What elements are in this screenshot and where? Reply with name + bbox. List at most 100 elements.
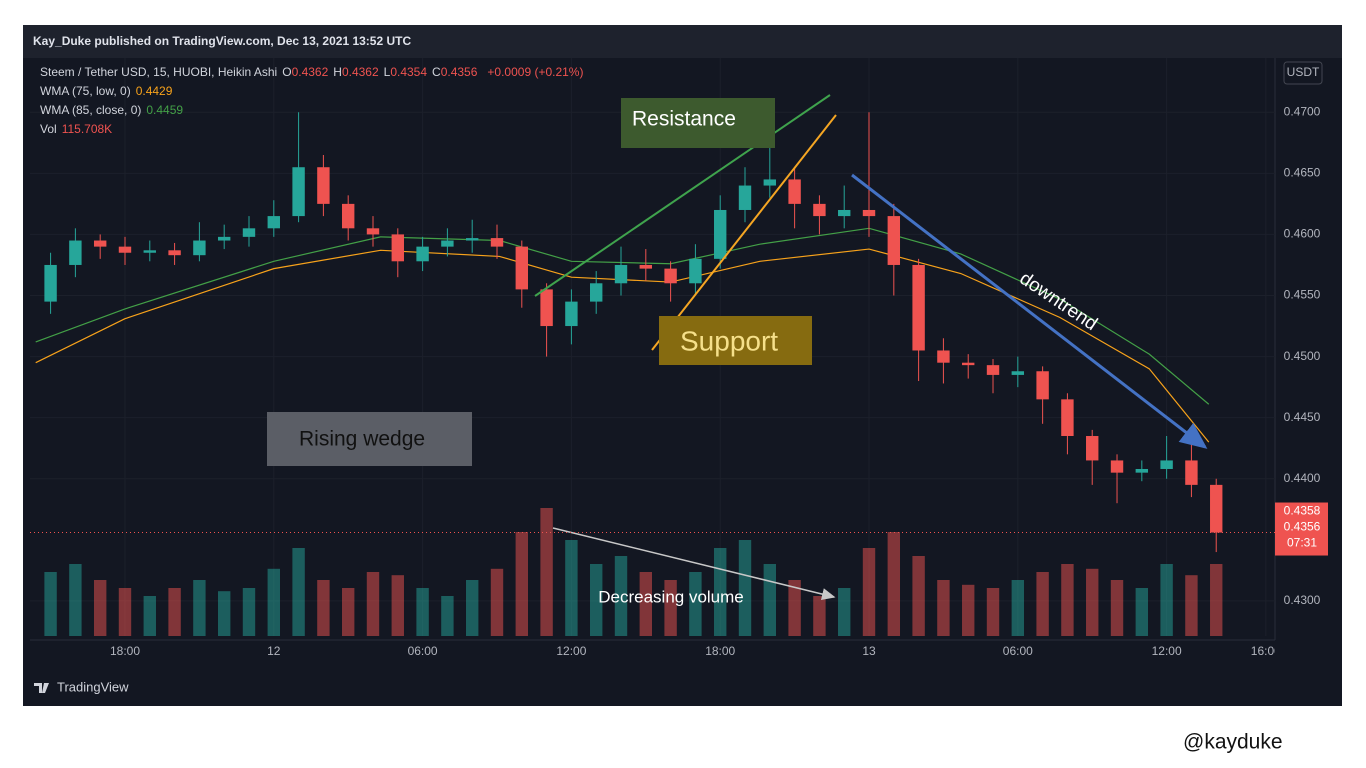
ohlc-key: H	[333, 65, 342, 79]
indicator-value: 0.4429	[135, 84, 173, 98]
support-box	[659, 316, 812, 365]
candle-body	[69, 240, 82, 265]
volume-bar	[1160, 564, 1173, 636]
y-tick-label: 0.4500	[1284, 349, 1321, 363]
volume-bar	[441, 596, 454, 636]
y-tick-label: 0.4650	[1284, 166, 1321, 180]
candle-body	[490, 238, 504, 247]
candle-body	[317, 167, 330, 204]
resistance-box	[621, 98, 775, 148]
volume-bar	[763, 564, 777, 636]
ohlc-item: C0.4356	[432, 65, 477, 79]
volume-bar	[1110, 580, 1124, 636]
currency-box[interactable]	[1283, 61, 1323, 85]
volume-bar	[838, 588, 851, 636]
volume-bar	[317, 580, 330, 636]
candle-body	[1036, 371, 1049, 400]
candle-body	[292, 167, 305, 217]
indicator-row: WMA (75, low, 0) 0.4429	[40, 84, 177, 98]
volume-bar	[391, 575, 404, 636]
x-tick-label: 12	[267, 644, 281, 658]
ohlc-value: 0.4354	[390, 65, 428, 79]
x-tick-label: 12:00	[1152, 644, 1182, 658]
symbol: Steem / Tether USD, 15, HUOBI, Heikin As…	[40, 65, 278, 79]
candle-body	[937, 350, 950, 363]
x-tick-label: 06:00	[408, 644, 438, 658]
candle-body	[763, 179, 777, 186]
candle-body	[714, 209, 727, 259]
ohlc-value: 0.4362	[291, 65, 329, 79]
volume-bar	[341, 588, 355, 636]
candle-body	[242, 228, 256, 237]
x-tick-label: 18:00	[110, 644, 140, 658]
legend-main: Steem / Tether USD, 15, HUOBI, Heikin As…	[40, 65, 588, 79]
volume-bar	[664, 580, 677, 636]
volume-bar	[465, 580, 479, 636]
volume-bar	[143, 596, 156, 636]
ohlc-value: 0.4356	[440, 65, 478, 79]
volume-bar	[962, 584, 975, 636]
volume-bar	[565, 540, 578, 636]
volume-bar	[267, 568, 280, 636]
volume-bar	[93, 580, 107, 636]
y-tick-label: 0.4300	[1284, 593, 1321, 607]
candle-body	[614, 264, 628, 284]
candle-body	[813, 203, 826, 217]
volume-arrow	[552, 527, 836, 600]
x-tick-label: 16:00	[1251, 644, 1281, 658]
ohlc: O0.4362 H0.4362 L0.4354 C0.4356	[282, 65, 482, 79]
candle-body	[391, 234, 404, 262]
candle-body	[1160, 460, 1173, 469]
y-tick-label: 0.4700	[1284, 104, 1321, 118]
volume-bar	[912, 556, 925, 636]
x-tick-label: 12:00	[556, 644, 586, 658]
volume-bar	[937, 580, 950, 636]
candle-body	[639, 264, 653, 269]
volume-bar	[689, 572, 702, 636]
candle-body	[540, 289, 553, 327]
volume-bar	[416, 588, 429, 636]
resistance-label: Resistance	[632, 108, 736, 131]
volume-bar	[1061, 564, 1074, 636]
price-tag-text: 07:31	[1287, 536, 1317, 550]
currency[interactable]: USDT	[1287, 65, 1320, 79]
volume-bar	[986, 588, 1000, 636]
x-tick-label: 13	[862, 644, 876, 658]
volume-bar	[44, 572, 57, 636]
volume-bar	[366, 572, 380, 636]
change: +0.0009 (+0.21%)	[487, 65, 584, 79]
indicator-name: Vol	[40, 122, 57, 136]
ohlc-value: 0.4362	[341, 65, 379, 79]
brand-logo	[34, 683, 49, 693]
candle-body	[1185, 460, 1198, 485]
candle-body	[1110, 460, 1124, 473]
candle-body	[689, 258, 702, 284]
ohlc-item: H0.4362	[333, 65, 378, 79]
volume-bar	[1135, 588, 1149, 636]
ohlc-key: L	[383, 65, 391, 79]
price-tag-text: 0.4356	[1284, 520, 1321, 534]
ohlc-item: O0.4362	[282, 65, 328, 79]
volume-bar	[813, 596, 826, 636]
credit: @kayduke	[1183, 731, 1283, 754]
volume-bar	[490, 568, 504, 636]
indicator-value: 0.4459	[146, 103, 184, 117]
y-tick-label: 0.4450	[1284, 410, 1321, 424]
candle-body	[267, 216, 280, 229]
candle-body	[168, 250, 181, 256]
candle-body	[416, 246, 429, 262]
candle-body	[738, 185, 752, 210]
indicator-row: WMA (85, close, 0) 0.4459	[40, 103, 188, 117]
candle-body	[590, 283, 603, 302]
candle-body	[986, 365, 1000, 375]
volume-bar	[217, 591, 231, 636]
candle-body	[838, 209, 851, 217]
wedge-box	[267, 412, 472, 466]
volume-bar	[242, 588, 256, 636]
candle-body	[862, 209, 876, 217]
volume-bar	[292, 548, 305, 636]
volume-bar	[788, 580, 801, 636]
candle-body	[664, 268, 677, 284]
